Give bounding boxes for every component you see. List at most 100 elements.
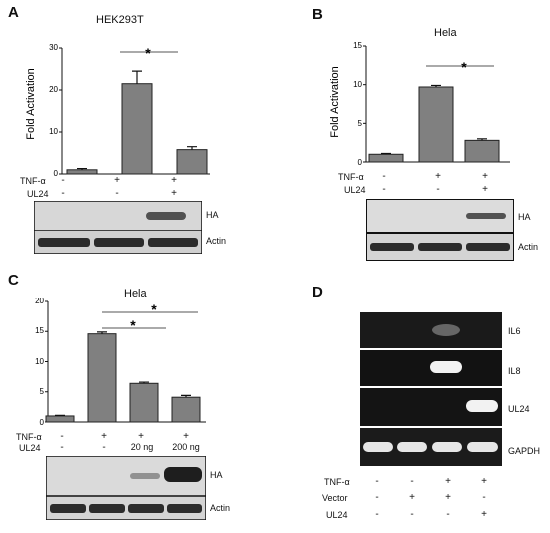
panel-c-sign: 20 ng	[130, 442, 154, 452]
panel-d-sign: -	[446, 509, 450, 520]
bar	[45, 415, 75, 423]
bar	[176, 149, 208, 175]
panel-d-gel-label-gapdh: GAPDH	[508, 446, 541, 456]
chart-b-yticks: 0 5 10 15	[353, 41, 362, 167]
panel-b-blot-actin	[366, 233, 514, 261]
panel-d-row-label-vector: Vector	[322, 493, 348, 503]
panel-c-title: Hela	[124, 288, 147, 300]
chart-b-ylabel: Fold Activation	[330, 66, 341, 138]
panel-d-sign: +	[481, 476, 487, 487]
chart-c-bars	[45, 300, 206, 423]
panel-d-sign: -	[410, 476, 414, 487]
panel-b-blot-ha	[366, 199, 514, 233]
chart-a-ytick: 30	[49, 43, 58, 52]
panel-d-row-label-tnf: TNF-α	[324, 477, 350, 487]
panel-a-sign: -	[61, 175, 65, 186]
error-bar	[431, 84, 441, 87]
error-bar	[97, 331, 107, 334]
panel-a-sign: +	[171, 188, 177, 199]
chart-c-ytick: 10	[35, 357, 44, 366]
chart-a-significance: *	[145, 45, 151, 61]
panel-c-blot-ha	[46, 456, 206, 496]
chart-a-ytick: 20	[49, 85, 58, 94]
panel-d-sign: +	[481, 509, 487, 520]
bar	[418, 86, 454, 163]
panel-b-sign: +	[482, 171, 488, 182]
panel-c-sign: +	[101, 431, 107, 442]
panel-b-row-label-ul24: UL24	[344, 185, 366, 195]
panel-d-sign: -	[375, 509, 379, 520]
panel-d-sign: -	[375, 476, 379, 487]
panel-c-blot-label-actin: Actin	[210, 503, 231, 513]
panel-d-gel-label-il6: IL6	[508, 326, 521, 336]
panel-c-sign: +	[183, 431, 189, 442]
chart-b-ytick: 15	[353, 41, 362, 50]
chart-b-ytick: 10	[353, 80, 362, 89]
panel-c-sign: 200 ng	[172, 442, 200, 452]
bar	[87, 333, 117, 423]
bar	[129, 382, 159, 423]
panel-a-sign: -	[115, 188, 119, 199]
panel-a-row-label-tnf: TNF-α	[20, 176, 46, 186]
chart-c-yticks: 0 5 10 15 20	[35, 298, 44, 427]
panel-letter-b: B	[312, 6, 323, 23]
error-bar	[187, 146, 197, 150]
bar	[121, 83, 153, 175]
panel-b-title: Hela	[434, 27, 457, 39]
error-bar	[477, 138, 487, 141]
panel-a-blot-ha	[34, 201, 202, 231]
chart-b-ytick: 0	[358, 158, 363, 167]
chart-a-ytick: 0	[54, 169, 59, 178]
error-bar	[381, 152, 391, 155]
panel-d-sign: +	[445, 476, 451, 487]
panel-a-sign: +	[114, 175, 120, 186]
chart-a: Fold Activation 0 10 20 30 *	[25, 43, 210, 178]
panel-a-row-label-ul24: UL24	[27, 189, 49, 199]
error-bar	[139, 381, 149, 384]
panel-b-blot-label-actin: Actin	[518, 242, 539, 252]
panel-d-sign: +	[445, 492, 451, 503]
panel-c-sign: +	[138, 431, 144, 442]
panel-letter-a: A	[8, 4, 19, 21]
panel-a-sign: -	[61, 188, 65, 199]
chart-c-significance-1: *	[130, 317, 136, 333]
panel-d-sign: -	[482, 492, 486, 503]
panel-b-sign: -	[382, 184, 386, 195]
panel-b-sign: -	[436, 184, 440, 195]
chart-b: Fold Activation 0 5 10 15 *	[330, 41, 510, 167]
chart-c-ytick: 0	[40, 418, 45, 427]
panel-c-row-label-ul24: UL24	[19, 443, 41, 453]
panel-d-gel	[360, 312, 502, 466]
panel-d-row-label-ul24: UL24	[326, 510, 348, 520]
error-bar	[181, 394, 191, 398]
chart-b-ytick: 5	[358, 119, 363, 128]
bar	[171, 396, 201, 423]
error-bar	[132, 70, 142, 84]
chart-c-significance-2: *	[151, 301, 157, 317]
panel-c-sign: -	[102, 442, 106, 453]
chart-a-yticks: 0 10 20 30	[49, 43, 58, 178]
chart-b-significance: *	[461, 59, 467, 75]
panel-letter-d: D	[312, 284, 323, 301]
panel-d-sign: +	[409, 492, 415, 503]
panel-a-blot-actin	[34, 230, 202, 254]
panel-a-blot-label-actin: Actin	[206, 236, 227, 246]
panel-d-gel-label-ul24: UL24	[508, 404, 530, 414]
chart-a-ytick: 10	[49, 127, 58, 136]
chart-c-ytick: 5	[40, 387, 45, 396]
panel-b-sign: -	[382, 171, 386, 182]
panel-a-title: HEK293T	[96, 14, 144, 26]
panel-d-sign: -	[410, 509, 414, 520]
panel-b-blot-label-ha: HA	[518, 212, 531, 222]
error-bar	[55, 414, 65, 416]
panel-b-row-label-tnf: TNF-α	[338, 172, 364, 182]
panel-d-sign: -	[375, 492, 379, 503]
chart-c: 0 5 10 15 20 * *	[35, 298, 206, 427]
bar	[66, 169, 98, 175]
bar	[368, 153, 404, 163]
panel-a-blot-label-ha: HA	[206, 210, 219, 220]
chart-a-bars	[59, 47, 210, 175]
panel-c-sign: -	[60, 431, 64, 442]
panel-d-gel-label-il8: IL8	[508, 366, 521, 376]
panel-letter-c: C	[8, 272, 19, 289]
